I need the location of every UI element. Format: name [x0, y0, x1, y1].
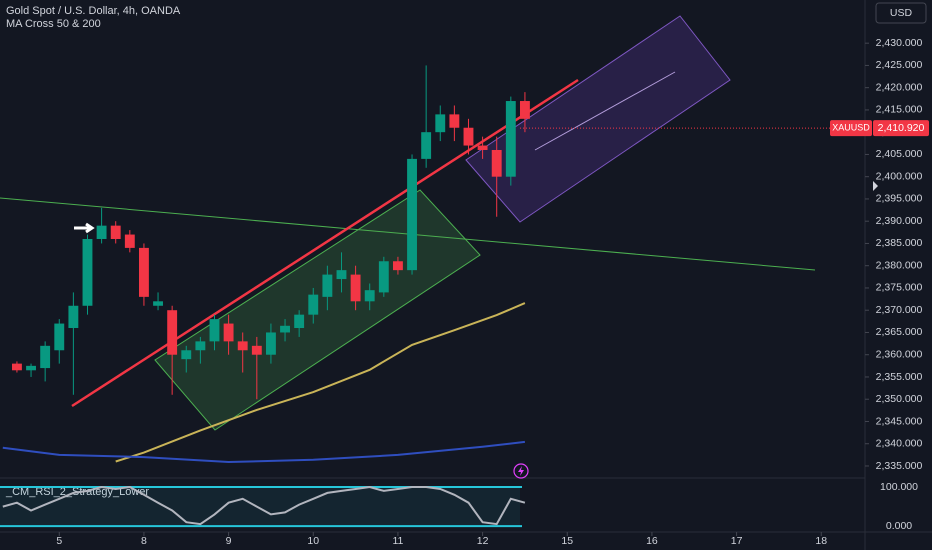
candle-body — [336, 270, 347, 280]
candle-body — [378, 261, 389, 293]
candle-body — [364, 290, 375, 302]
candle-body — [40, 345, 51, 369]
candle-body — [294, 314, 305, 329]
candle-body — [96, 225, 107, 239]
y-tick-label: 2,430.000 — [876, 37, 923, 49]
y-tick-label: 2,355.000 — [876, 371, 923, 383]
x-tick-label: 10 — [307, 535, 319, 547]
price-tag-label: 2,410.920 — [878, 122, 925, 134]
price-tag — [873, 120, 929, 137]
candle-body — [421, 132, 432, 159]
candle-body — [82, 239, 93, 306]
red-trend-line — [71, 78, 579, 408]
candle-body — [68, 305, 79, 329]
candle-body — [54, 323, 65, 351]
channel-mid-line — [534, 71, 676, 151]
rsi-line — [2, 485, 526, 526]
candle-body — [124, 234, 135, 248]
indicator-title: MA Cross 50 & 200 — [6, 18, 101, 30]
x-tick-label: 8 — [141, 535, 147, 547]
y-tick-label: 2,340.000 — [876, 438, 923, 450]
y-tick-label: 2,415.000 — [876, 104, 923, 116]
x-tick-label: 12 — [477, 535, 489, 547]
y-tick-label: 2,350.000 — [876, 393, 923, 405]
candle-body — [265, 332, 276, 355]
y-tick-label: 2,395.000 — [876, 193, 923, 205]
symbol-tag — [830, 120, 872, 137]
candle-body — [223, 323, 234, 342]
x-tick-label: 11 — [392, 535, 403, 547]
candle-body — [195, 341, 206, 351]
x-tick-label: 16 — [646, 535, 658, 547]
candle-body — [209, 319, 220, 342]
candle-body — [280, 325, 290, 333]
chart-title: Gold Spot / U.S. Dollar, 4h, OANDA — [6, 5, 181, 17]
y-tick-label: 2,360.000 — [876, 348, 923, 360]
y-tick-label: 2,380.000 — [876, 259, 923, 271]
purple-channel — [465, 15, 731, 223]
candle-body — [138, 247, 149, 297]
rsi-tick-label: 100.000 — [880, 481, 918, 493]
x-tick-label: 5 — [56, 535, 62, 547]
candle-body — [491, 149, 502, 177]
x-tick-label: 9 — [226, 535, 232, 547]
candle-body — [449, 114, 460, 128]
moving-average — [2, 440, 526, 464]
candle-body — [237, 341, 248, 351]
y-tick-label: 2,345.000 — [876, 415, 923, 427]
x-tick-label: 18 — [815, 535, 827, 547]
candle-body — [477, 145, 488, 150]
candle-body — [350, 274, 361, 302]
symbol-tag-label: XAUUSD — [832, 122, 870, 132]
rsi-band — [0, 487, 520, 527]
y-tick-label: 2,385.000 — [876, 237, 923, 249]
x-tick-label: 15 — [561, 535, 573, 547]
y-tick-label: 2,400.000 — [876, 170, 923, 182]
currency-label: USD — [890, 7, 913, 19]
candle-body — [181, 350, 192, 360]
candle-body — [167, 310, 178, 355]
y-tick-label: 2,405.000 — [876, 148, 923, 160]
candle-body — [463, 127, 474, 146]
y-tick-label: 2,420.000 — [876, 81, 923, 93]
event-icon[interactable] — [513, 463, 529, 479]
candle-body — [322, 274, 333, 297]
candle-body — [153, 301, 163, 306]
candle-body — [11, 363, 22, 371]
y-tick-label: 2,335.000 — [876, 460, 923, 472]
candle-body — [251, 345, 262, 355]
rsi-tick-label: 0.000 — [886, 520, 912, 532]
candle-body — [435, 114, 446, 133]
candle-body — [407, 158, 417, 271]
y-tick-label: 2,390.000 — [876, 215, 923, 227]
arrow — [74, 222, 95, 234]
candle-body — [519, 101, 530, 119]
y-tick-label: 2,375.000 — [876, 282, 923, 294]
candle-body — [26, 365, 36, 371]
scroll-arrow[interactable] — [873, 181, 878, 191]
candle-body — [110, 225, 121, 239]
event-icon-bolt — [518, 466, 524, 476]
y-tick-label: 2,365.000 — [876, 326, 923, 338]
x-tick-label: 17 — [731, 535, 743, 547]
candle-body — [392, 261, 403, 271]
candle-body — [505, 101, 516, 177]
y-tick-label: 2,370.000 — [876, 304, 923, 316]
y-tick-label: 2,425.000 — [876, 59, 923, 71]
candle-body — [308, 294, 319, 315]
currency-button[interactable] — [875, 2, 927, 24]
moving-average — [115, 302, 526, 463]
